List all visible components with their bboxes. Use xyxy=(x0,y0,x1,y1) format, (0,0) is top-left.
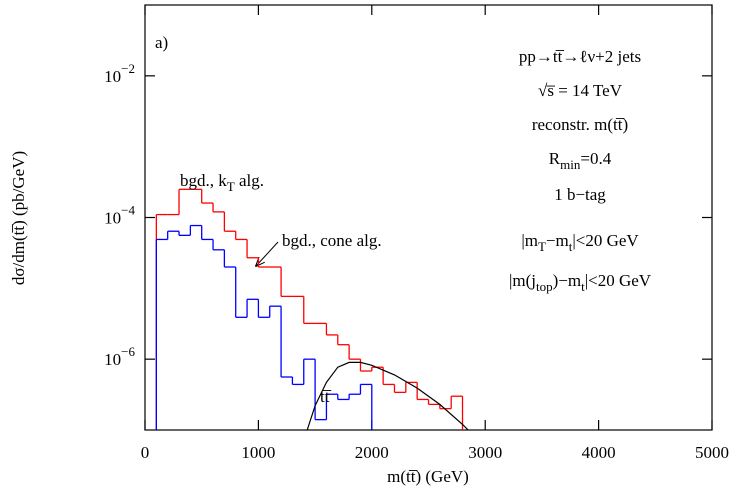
annotation-text: tt̅ xyxy=(320,387,332,406)
annotation: reconstr. m(tt̅) xyxy=(532,115,628,134)
y-axis-label: dσ/dm(tt̅) (pb/GeV) xyxy=(9,151,28,285)
annotation-arrow xyxy=(256,241,279,266)
y-tick-label: 10−4 xyxy=(104,203,135,228)
annotation-text: t xyxy=(581,279,585,294)
annotation: |mT−mt|<20 GeV xyxy=(521,231,639,254)
x-tick-label: 4000 xyxy=(582,443,616,462)
annotation-text: |<20 GeV xyxy=(572,231,639,250)
annotation-text: top xyxy=(536,279,553,294)
annotation-text: |m xyxy=(521,231,538,250)
annotation-text: R xyxy=(549,149,561,168)
annotation-text: T xyxy=(538,239,546,254)
annotation: Rmin=0.4 xyxy=(549,149,612,172)
annotation-text: pp→tt̅→ℓν+2 jets xyxy=(519,47,641,66)
annotation: a) xyxy=(155,33,168,52)
annotation-text: √s̅ = 14 TeV xyxy=(538,81,623,100)
annotation-text: min xyxy=(560,157,581,172)
y-tick-label: 10−2 xyxy=(104,61,135,86)
annotation: bgd., cone alg. xyxy=(282,231,382,250)
x-tick-label: 3000 xyxy=(468,443,502,462)
x-tick-label: 0 xyxy=(141,443,150,462)
annotation-text: t xyxy=(569,239,573,254)
annotation-text: =0.4 xyxy=(580,149,611,168)
signal-curve xyxy=(306,361,469,430)
x-tick-label: 2000 xyxy=(355,443,389,462)
annotation-text: |m(j xyxy=(509,271,536,290)
annotation-text: alg. xyxy=(235,171,264,190)
annotation-text: a) xyxy=(155,33,168,52)
annotation-text: −m xyxy=(546,231,569,250)
annotation-text: )−m xyxy=(553,271,581,290)
x-tick-label: 1000 xyxy=(241,443,275,462)
plot-frame xyxy=(144,4,713,431)
annotation-text: |<20 GeV xyxy=(585,271,652,290)
annotation-text: 1 b−tag xyxy=(554,185,606,204)
annotation-text: T xyxy=(227,179,235,194)
annotation: bgd., kT alg. xyxy=(180,171,264,194)
x-tick-label: 5000 xyxy=(695,443,729,462)
annotation: √s̅ = 14 TeV xyxy=(538,81,623,100)
annotation: pp→tt̅→ℓν+2 jets xyxy=(519,47,641,66)
annotation-text: reconstr. m(tt̅) xyxy=(532,115,628,134)
plot-area xyxy=(155,188,469,430)
x-axis-label: m(tt̅) (GeV) xyxy=(387,467,469,486)
annotation: |m(jtop)−mt|<20 GeV xyxy=(509,271,652,294)
annotation-text: bgd., k xyxy=(180,171,227,190)
annotation: tt̅ xyxy=(320,387,332,406)
annotation-text: bgd., cone alg. xyxy=(282,231,382,250)
y-tick-label: 10−6 xyxy=(104,344,135,369)
annotation: 1 b−tag xyxy=(554,185,606,204)
